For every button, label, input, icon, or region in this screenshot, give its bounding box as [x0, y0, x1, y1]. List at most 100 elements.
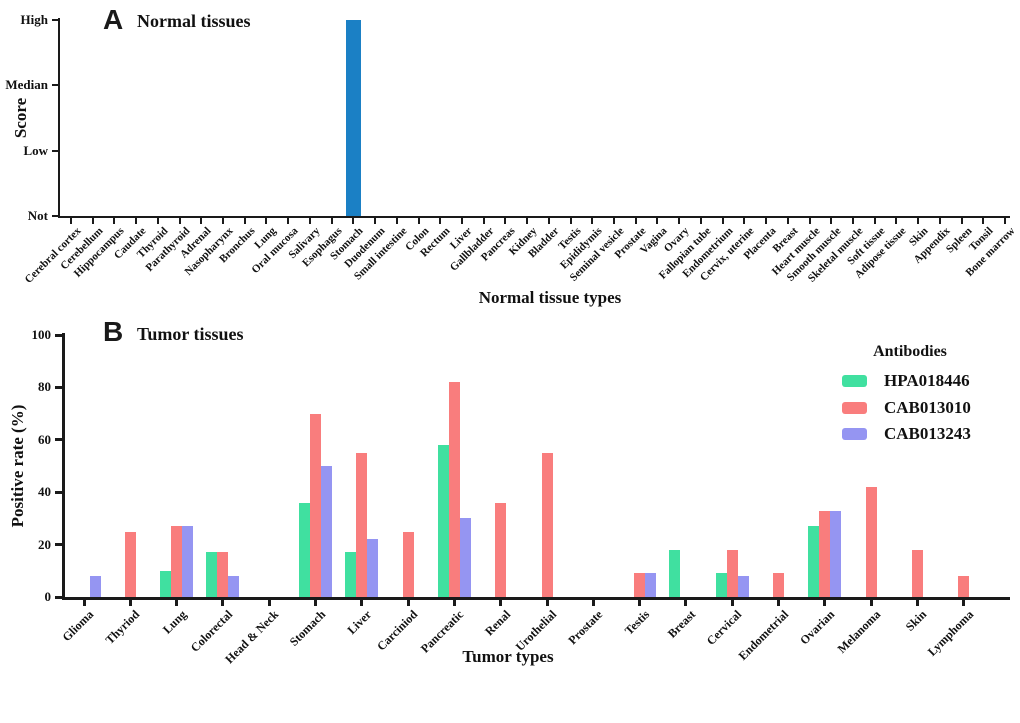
x-tick [406, 600, 410, 606]
x-tick [395, 218, 398, 224]
x-tick [330, 218, 333, 224]
bar-hpa018446-colorectal [206, 552, 218, 597]
y-tick [52, 215, 58, 217]
panel-b-tumor-tissues: B Tumor tissues Positive rate (%) Tumor … [8, 318, 1010, 666]
y-tick-label-20: 20 [38, 536, 51, 552]
bar-cab013010-urothelial [541, 452, 553, 597]
y-tick-label-80: 80 [38, 379, 51, 395]
x-tick [308, 218, 311, 224]
y-tick-label-low: Low [23, 142, 48, 158]
x-tick [200, 218, 203, 224]
bar-cab013010-liver [356, 452, 368, 597]
panel-b-title: Tumor tissues [137, 324, 244, 344]
y-axis-line [58, 18, 60, 218]
x-tick [765, 218, 768, 224]
x-tick [917, 218, 920, 224]
x-tick [808, 218, 811, 224]
bar-hpa018446-liver [345, 552, 357, 597]
y-tick [55, 333, 62, 337]
x-tick [156, 218, 159, 224]
x-tick [656, 218, 659, 224]
x-tick [1004, 218, 1006, 224]
x-tick [895, 218, 898, 224]
legend-title: Antibodies [873, 343, 947, 360]
panel-b-y-axis-label: Positive rate (%) [8, 404, 27, 528]
x-tick [699, 218, 702, 224]
x-tick [982, 218, 985, 224]
x-tick [569, 218, 572, 224]
x-tick [873, 218, 876, 224]
x-tick [113, 218, 116, 224]
y-tick-label-100: 100 [31, 327, 52, 342]
bar-hpa018446-lung [160, 570, 172, 597]
bar-cab013243-testis [645, 573, 657, 597]
x-tick [721, 218, 724, 224]
bar-cab013010-renal [495, 502, 507, 597]
x-tick [591, 218, 594, 224]
panel-a-x-axis-label: Normal tissue types [478, 288, 622, 307]
x-tick [135, 218, 138, 224]
x-tick [439, 218, 442, 224]
bar-cab013243-cervical [737, 576, 749, 597]
x-tick [265, 218, 268, 224]
bar-cab013243-glioma [89, 576, 101, 597]
x-tick [314, 600, 317, 606]
panel-a-letter: A [103, 4, 124, 35]
bar-cab013010-lymphoma [958, 576, 970, 597]
x-tick [743, 218, 746, 224]
x-tick [482, 218, 485, 224]
x-tick [70, 218, 72, 224]
y-tick-label-not: Not [27, 208, 48, 223]
x-tick [504, 218, 507, 224]
bar-cab013243-lung [182, 526, 194, 597]
bar-cab013243-stomach [321, 466, 332, 597]
panel-b-x-axis-label: Tumor types [462, 647, 554, 666]
x-tick [175, 600, 179, 606]
x-tick [91, 218, 94, 224]
bar-hpa018446-breast [669, 549, 681, 597]
x-tick [830, 218, 833, 224]
bar-cab013010-melanoma [865, 486, 877, 597]
bar-cab013243-liver [367, 539, 379, 597]
x-tick [526, 218, 529, 224]
bar-cab013010-colorectal [217, 552, 229, 597]
x-tick [678, 218, 681, 224]
y-tick [55, 595, 62, 599]
x-tick [962, 600, 966, 606]
y-axis-line [62, 333, 65, 600]
y-tick [52, 19, 58, 21]
bar-cab013010-ovarian [819, 510, 831, 597]
x-tick [638, 600, 642, 606]
x-tick [786, 218, 789, 224]
x-tick [360, 600, 364, 606]
x-tick [823, 600, 827, 606]
bar-cab013243-colorectal [228, 576, 240, 597]
y-tick-label-0: 0 [44, 589, 52, 604]
x-tick [352, 218, 355, 224]
x-tick [851, 218, 854, 224]
x-tick [960, 218, 963, 224]
x-tick [634, 218, 637, 224]
legend-swatch-cab013243 [842, 428, 867, 440]
bar-cab013010-pancreatic [448, 382, 460, 597]
x-tick [128, 600, 132, 606]
x-tick [243, 218, 246, 224]
y-tick [52, 84, 58, 87]
x-tick [869, 600, 873, 606]
x-tick [82, 600, 86, 606]
y-tick-label-60: 60 [38, 431, 51, 447]
x-tick [222, 218, 225, 224]
bar-cab013010-lung [171, 526, 183, 597]
x-tick [730, 600, 734, 606]
bar-cab013243-ovarian [830, 510, 842, 597]
bar-cab013243-pancreatic [459, 518, 471, 597]
bar-cab013010-skin [911, 549, 923, 597]
legend-label-cab013243: CAB013243 [884, 424, 971, 443]
y-tick-label-40: 40 [38, 484, 51, 500]
y-tick [52, 149, 58, 152]
bar-cab013010-cervical [726, 549, 738, 597]
y-tick [55, 385, 62, 389]
legend-label-hpa018446: HPA018446 [884, 371, 970, 390]
y-tick [55, 543, 62, 547]
bar-cab013010-thyriod [124, 531, 136, 597]
